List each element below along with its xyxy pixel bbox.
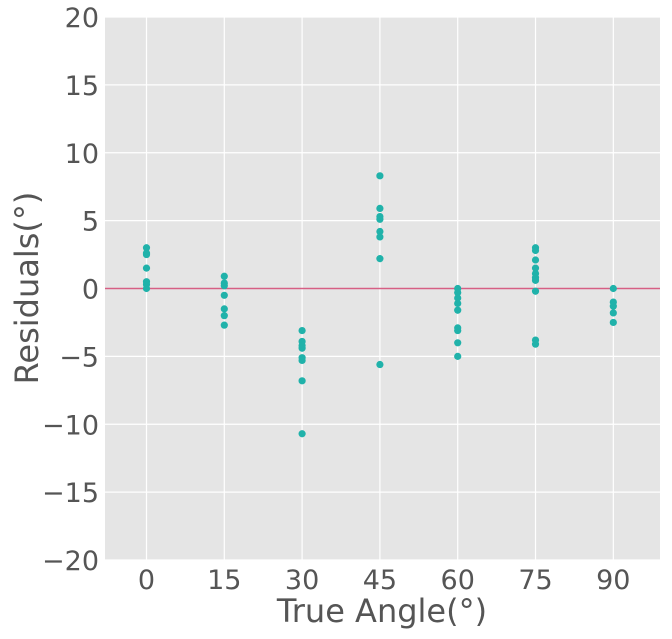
data-point [220,291,228,299]
data-point [531,264,540,272]
data-point [142,264,151,272]
data-point [454,326,462,335]
data-point [298,344,306,352]
data-point [376,215,384,223]
y-tick-label: −20 [42,546,99,577]
data-point [454,306,462,314]
x-tick-label: 90 [596,565,630,596]
data-point [531,287,540,295]
data-point [609,309,617,317]
data-point [298,430,306,438]
data-point [454,299,462,308]
x-axis-label: True Angle(°) [276,592,487,630]
data-point [220,321,228,329]
data-point [376,255,384,263]
data-point [142,244,151,252]
y-tick-label: 10 [65,139,99,170]
data-point [376,233,384,241]
data-point [454,288,462,297]
data-point [220,305,228,313]
x-tick-label: 45 [363,565,397,596]
data-point [376,172,384,180]
data-point [142,284,151,293]
y-tick-label: −15 [42,478,99,509]
data-point [298,356,306,365]
y-tick-label: 20 [65,3,99,34]
y-tick-labels: −20 −15 −10 −5 0 5 10 15 20 [42,3,99,577]
data-point [376,360,384,369]
data-point [531,340,540,348]
grid-lines [105,16,660,561]
x-tick-label: 30 [285,565,319,596]
data-point [376,204,384,213]
x-tick-labels: 0 15 30 45 60 75 90 [138,565,631,596]
data-points [142,172,617,438]
data-point [531,276,540,284]
data-point [376,227,384,236]
x-tick-label: 0 [138,565,155,596]
x-tick-label: 60 [441,565,475,596]
data-point [142,250,151,259]
y-tick-label: −10 [42,410,99,441]
data-point [609,318,617,327]
data-point [531,256,540,264]
data-point [454,339,462,347]
x-tick-label: 15 [207,565,241,596]
y-axis-label: Residuals(°) [8,192,46,385]
data-point [454,294,462,302]
data-point [220,312,228,320]
data-point [298,377,306,385]
data-point [454,352,462,360]
data-point [531,246,540,255]
x-tick-label: 75 [518,565,552,596]
data-point [609,302,617,310]
data-point [220,272,228,280]
y-tick-label: 5 [82,207,99,238]
data-point [220,282,228,290]
data-point [609,284,617,293]
y-tick-label: 0 [82,275,99,306]
y-tick-label: 15 [65,71,99,102]
y-tick-label: −5 [59,342,99,373]
data-point [298,326,306,335]
